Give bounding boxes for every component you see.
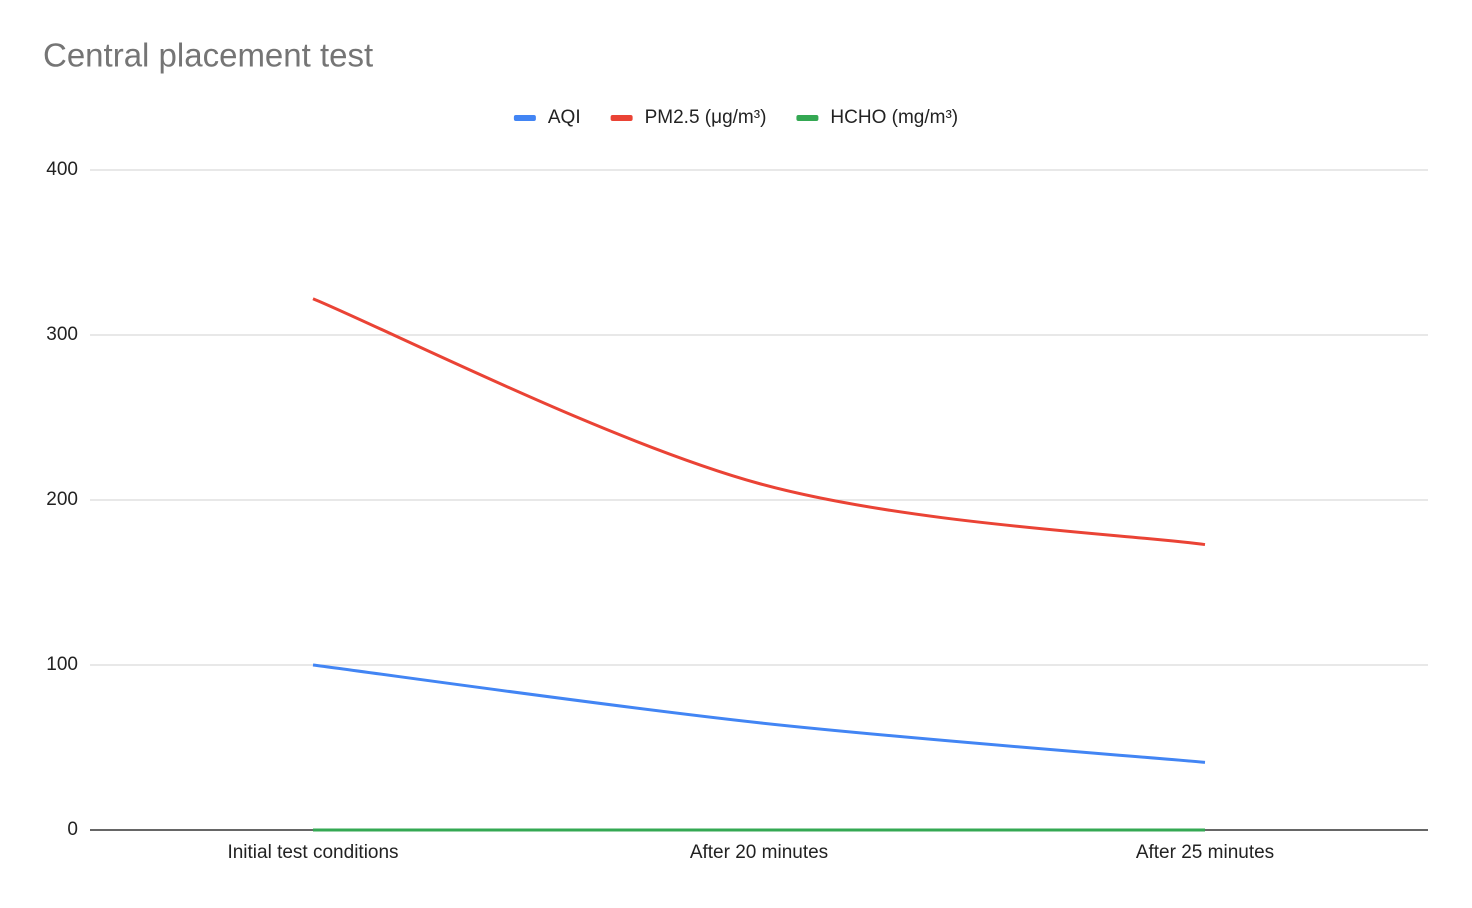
legend-swatch [610, 115, 633, 121]
y-tick-label: 300 [46, 324, 78, 345]
x-tick-label: Initial test conditions [227, 842, 398, 863]
series-line [312, 297, 1206, 547]
y-tick-label: 400 [46, 159, 78, 180]
y-tick-label: 200 [46, 489, 78, 510]
legend-label: AQI [548, 107, 581, 128]
chart-title: Central placement test [43, 37, 373, 74]
series-line [312, 663, 1206, 764]
legend-label: HCHO (mg/m³) [830, 107, 958, 128]
y-tick-label: 0 [67, 819, 78, 840]
x-tick-label: After 25 minutes [1136, 842, 1274, 863]
legend-swatch [796, 115, 819, 121]
legend-swatch [513, 115, 536, 121]
x-tick-label: After 20 minutes [690, 842, 828, 863]
legend-label: PM2.5 (μg/m³) [645, 107, 767, 128]
y-tick-label: 100 [46, 654, 78, 675]
